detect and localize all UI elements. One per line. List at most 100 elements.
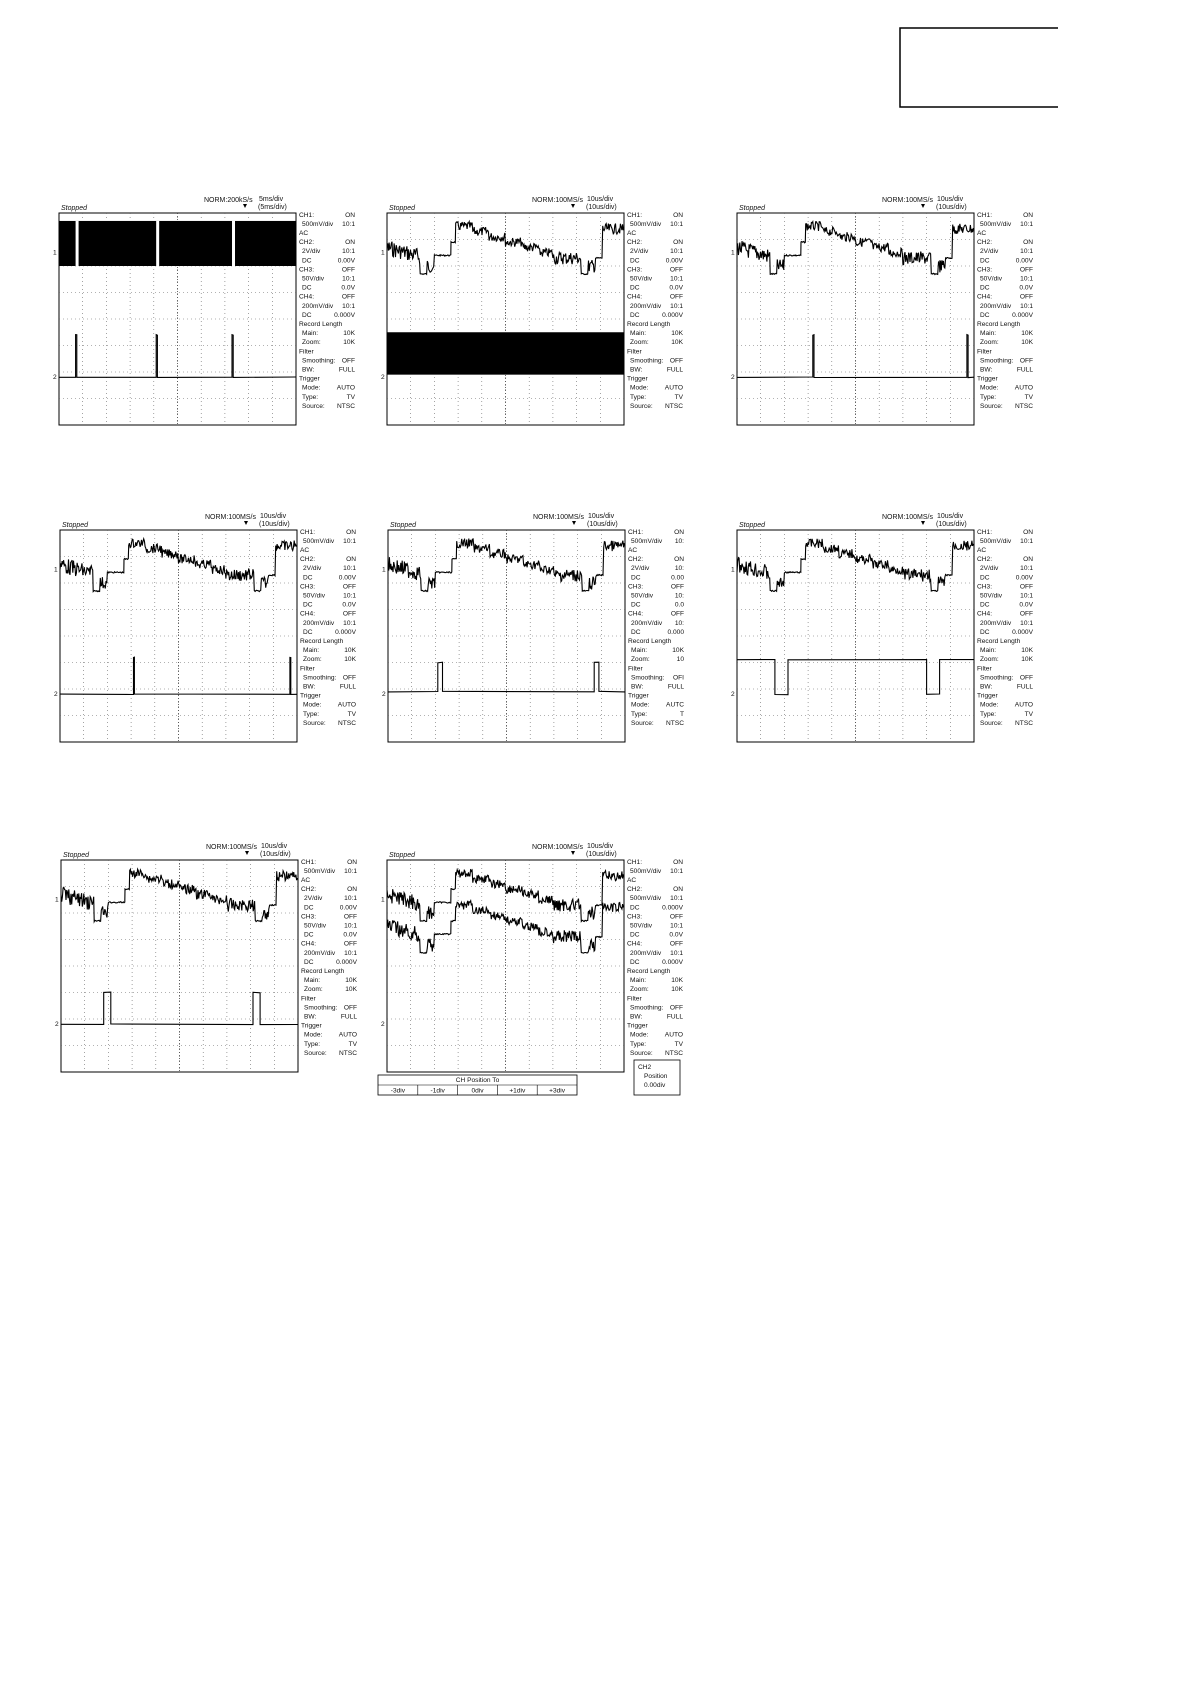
panel-value: 0.00V <box>340 904 358 911</box>
panel-value: AUTO <box>665 385 683 392</box>
panel-label: CH2: <box>628 556 643 563</box>
panel-label: Type: <box>303 711 319 718</box>
panel-value: 10:1 <box>342 248 355 255</box>
menu-option: 0div <box>471 1087 484 1094</box>
panel-label: DC <box>303 602 313 609</box>
panel-value: T <box>680 711 684 718</box>
panel-value: OFF <box>342 294 355 301</box>
panel-value: 10:1 <box>344 922 357 929</box>
panel-value: 10K <box>345 977 357 984</box>
panel-value: 10K <box>1021 339 1033 346</box>
panel-value: OFF <box>670 1004 683 1011</box>
panel-label: Record Length <box>977 638 1021 645</box>
panel-label: CH4: <box>299 294 314 301</box>
position-text: CH2 <box>638 1064 652 1071</box>
status: Stopped <box>739 522 766 529</box>
panel-label: CH1: <box>977 529 992 536</box>
trace-band <box>59 220 296 266</box>
panel-label: Main: <box>631 647 647 654</box>
panel-value: 0.0V <box>1019 285 1033 292</box>
panel-label: CH1: <box>301 859 316 866</box>
menu-title: CH Position To <box>456 1077 500 1084</box>
panel-label: CH2: <box>977 556 992 563</box>
panel-value: OFF <box>344 1004 357 1011</box>
panel-value: NTSC <box>666 720 684 727</box>
panel-value: 10:1 <box>344 895 357 902</box>
panel-value: ON <box>673 859 683 866</box>
panel-value: OFF <box>670 266 683 273</box>
panel-value: 0.00V <box>338 257 356 264</box>
panel-label: DC <box>980 629 990 636</box>
panel-label: BW: <box>630 366 643 373</box>
panel-value: ON <box>1023 556 1033 563</box>
trace <box>59 656 298 696</box>
trace <box>387 661 626 693</box>
position-text: 0.00div <box>644 1082 666 1089</box>
panel-label: 50V/div <box>630 922 653 929</box>
panel-value: 10K <box>671 977 683 984</box>
panel-label: 50V/div <box>980 592 1003 599</box>
panel-label: 500mV/div <box>304 868 336 875</box>
panel-value: 10:1 <box>670 221 683 228</box>
panel-value: TV <box>347 394 356 401</box>
panel-label: Mode: <box>630 385 648 392</box>
panel-value: OFF <box>343 611 356 618</box>
panel-label: BW: <box>302 366 315 373</box>
panel-value: 10K <box>1021 656 1033 663</box>
panel-value: 10:1 <box>670 950 683 957</box>
panel-label: Main: <box>630 330 646 337</box>
panel-label: Record Length <box>628 638 672 645</box>
panel-value: 10: <box>675 592 684 599</box>
menu-option: +3div <box>549 1087 566 1094</box>
trace <box>60 867 298 924</box>
channel-marker: 2 <box>55 1021 59 1028</box>
panel-label: CH1: <box>627 859 642 866</box>
panel-label: 50V/div <box>304 922 327 929</box>
panel-label: AC <box>977 547 986 554</box>
trace <box>386 219 624 276</box>
panel-value: 10:1 <box>670 868 683 875</box>
panel-value: 10:1 <box>343 565 356 572</box>
channel-marker: 1 <box>53 250 57 257</box>
panel-value: OFF <box>1020 266 1033 273</box>
panel-label: Trigger <box>628 693 649 700</box>
trace <box>59 536 297 593</box>
panel-value: 0.000V <box>662 959 684 966</box>
panel-label: Smoothing: <box>303 674 337 681</box>
panel-label: Record Length <box>301 968 345 975</box>
oscilloscope-screen: Stopped NORM:100MS/s 10us/div(10us/div) 1 2 C… <box>381 196 684 426</box>
panel-label: Source: <box>630 403 653 410</box>
timebase: 10us/div <box>937 196 964 203</box>
panel-label: 500mV/div <box>631 538 663 545</box>
panel-label: Record Length <box>627 968 671 975</box>
panel-label: Source: <box>980 403 1003 410</box>
panel-value: OFF <box>1020 583 1033 590</box>
panel-value: NTSC <box>337 403 355 410</box>
panel-value: AUTC <box>666 702 684 709</box>
oscilloscope-screen: Stopped NORM:200kS/s 5ms/div(5ms/div) 1 2 CH1… <box>53 196 356 426</box>
trace <box>60 991 299 1026</box>
panel-label: BW: <box>304 1013 317 1020</box>
panel-label: CH4: <box>627 294 642 301</box>
panel-label: Smoothing: <box>304 1004 338 1011</box>
oscilloscope-screen: Stopped NORM:100MS/s 10us/div(10us/div) 1 2 C… <box>55 843 358 1073</box>
panel-value: AUTO <box>665 1032 683 1039</box>
panel-value: OFF <box>343 583 356 590</box>
channel-marker: 2 <box>381 374 385 381</box>
panel-label: 2V/div <box>980 565 999 572</box>
panel-value: 10K <box>344 647 356 654</box>
panel-value: 0.000 <box>667 629 684 636</box>
panel-label: Mode: <box>630 1032 648 1039</box>
panel-label: Filter <box>627 995 642 1002</box>
panel-label: 500mV/div <box>630 895 662 902</box>
panel-label: 500mV/div <box>303 538 335 545</box>
panel-value: 10:1 <box>344 950 357 957</box>
panel-value: 0.000V <box>662 904 684 911</box>
panel-label: Filter <box>300 665 315 672</box>
panel-label: Source: <box>631 720 654 727</box>
panel-label: AC <box>627 877 636 884</box>
panel-label: Smoothing: <box>302 357 336 364</box>
panel-label: CH2: <box>300 556 315 563</box>
panel-value: AUTO <box>338 702 356 709</box>
panel-label: 50V/div <box>302 275 325 282</box>
